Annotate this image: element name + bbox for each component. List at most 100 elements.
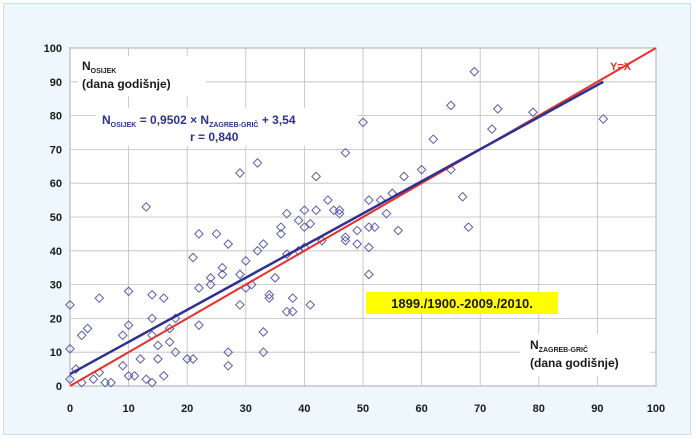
data-point [276,228,286,239]
data-point [311,205,322,216]
data-point [416,164,427,175]
data-point [147,313,157,324]
y-tick-label: 50 [50,212,62,224]
x-tick-label: 30 [240,403,252,415]
data-point [123,320,134,331]
data-point [258,327,269,337]
data-point [299,205,310,216]
data-point [205,272,216,283]
data-point [188,354,198,364]
equation-suffix: + 3,54 [258,113,295,127]
data-point [76,330,87,341]
equation-text: NOSIJEK = 0,9502 × NZAGREB-GRIČ + 3,54 [102,113,296,129]
data-point [223,239,234,249]
data-point [352,225,363,236]
y-tick-label: 60 [50,178,62,190]
y-tick-label: 30 [50,280,62,292]
data-point [598,114,609,124]
data-point [117,330,128,341]
x-tick-label: 20 [181,403,193,415]
data-point [305,218,316,229]
ylabel-background [78,56,206,96]
data-point [135,354,146,364]
data-point [358,117,368,128]
data-point [170,347,181,358]
y-tick-label: 80 [50,111,62,123]
data-point [141,201,152,212]
data-point [381,208,392,219]
data-point [235,299,245,310]
regression-line [69,80,604,376]
data-point [152,340,163,351]
data-point [252,158,263,168]
data-point [88,374,99,385]
x-tick-label: 100 [647,403,665,415]
data-point [393,225,404,236]
identity-label: Y=X [610,61,632,73]
data-point [211,228,222,239]
x-tick-label: 40 [298,403,310,415]
chart-frame: 0 10 20 30 40 50 60 70 80 90 100 0 10 20 30 40 50 60 70 80… [3,3,691,435]
xlabel-background [520,334,650,376]
data-point [82,323,93,334]
data-point [158,370,169,381]
data-point [492,103,503,114]
data-point [258,239,269,249]
data-point [528,107,538,118]
data-point [194,228,204,239]
x-tick-label: 60 [415,403,427,415]
equation-sub1: OSIJEK [111,122,137,129]
x-tick-label: 70 [474,403,486,415]
data-point [141,374,152,385]
y-tick-label: 0 [56,381,62,393]
xlabel: NZAGREB-GRIČ [530,338,588,354]
data-points [65,66,609,388]
data-point [129,370,140,381]
data-point [287,306,298,317]
y-tick-label: 10 [50,347,62,359]
period-label: 1899./1900.-2009./2010. [391,296,533,311]
y-tick-label: 100 [44,43,62,55]
data-point [352,239,363,249]
data-point [152,354,163,364]
equation-prefix: N [102,113,111,127]
equation-mid: = 0,9502 × N [136,113,209,127]
data-point [340,232,351,243]
correlation-text: r = 0,840 [190,130,239,144]
y-tick-label: 70 [50,144,62,156]
y-tick-label: 90 [50,77,62,89]
data-point [334,205,345,216]
data-point [340,147,351,158]
x-tick-label: 0 [67,403,73,415]
xlabel-sub: ZAGREB-GRIČ [539,345,588,354]
equation-background [96,108,358,146]
data-point [235,168,245,178]
data-point [188,252,198,263]
data-point [270,272,281,283]
xlabel-main: N [530,338,539,352]
data-point [463,222,474,233]
x-tick-label: 90 [591,403,603,415]
data-point [194,320,204,331]
data-point [299,222,310,233]
data-point [276,222,286,233]
ylabel-unit: (dana godišnje) [82,77,171,91]
data-point [469,66,480,77]
data-point [428,134,439,145]
data-point [305,299,316,310]
equation-sub2: ZAGREB-GRIČ [209,120,258,129]
data-point [147,289,157,300]
y-tick-label: 20 [50,313,62,325]
data-point [106,377,116,388]
data-point [363,242,374,253]
data-point [194,283,204,293]
data-point [217,269,228,280]
data-point [117,360,128,371]
data-point [457,191,468,202]
data-point [65,343,75,354]
data-point [147,377,157,388]
y-tick-labels: 0 10 20 30 40 50 60 70 80 90 100 [44,43,62,393]
data-point [123,286,134,297]
xlabel-unit: (dana godišnje) [530,356,619,370]
data-point [399,171,409,182]
